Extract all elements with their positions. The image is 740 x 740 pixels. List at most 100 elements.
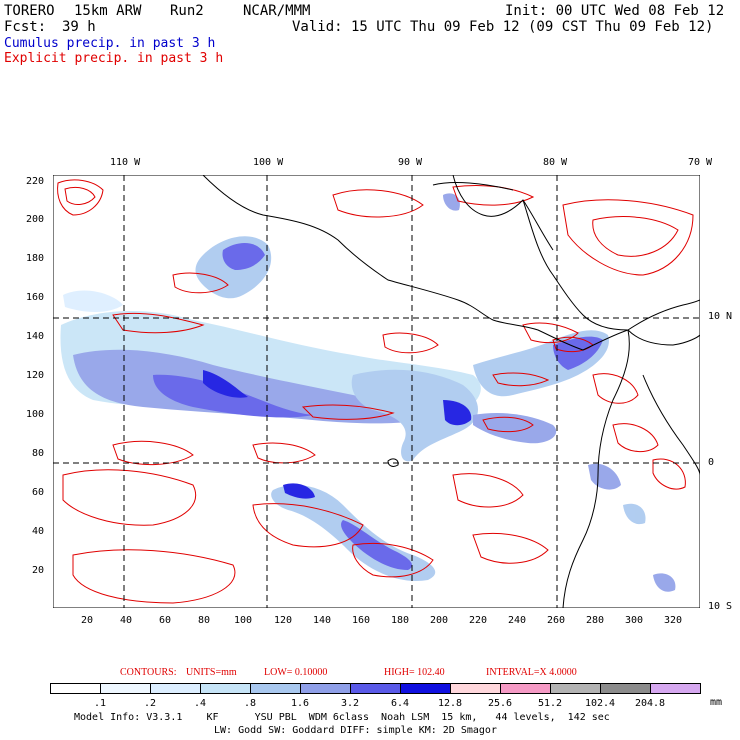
contour-band-2 [301,404,395,420]
precip-south-swirl-core [341,520,413,570]
contour-ne-inner [592,216,679,257]
colorbar-label: 102.4 [584,698,616,709]
colorbar-cell-5 [300,683,351,694]
cumulus-precip-shading [60,193,676,592]
valid-time: Valid: 15 UTC Thu 09 Feb 12 (09 CST Thu … [292,19,714,35]
colorbar-units: mm [710,697,723,708]
coastlines [202,175,700,608]
colorbar-label: 51.2 [537,698,563,709]
precip-band-mid-east [473,413,557,444]
y-tick-200: 200 [26,214,45,225]
x-tick-200: 200 [430,615,449,626]
colorbar-label: .2 [143,698,157,709]
precip-band-west-core [73,349,443,424]
x-tick-280: 280 [586,615,605,626]
contour-sa-2 [612,423,659,452]
x-tick-80: 80 [198,615,211,626]
y-tick-140: 140 [26,331,45,342]
contour-south-6 [472,532,549,564]
colorbar-cell-2 [150,683,201,694]
precip-center-core [443,400,472,426]
contours-low: LOW= 0.10000 [264,667,328,678]
lon-label-110w: 110 W [110,157,141,168]
contours-label: CONTOURS: [120,667,177,678]
x-tick-160: 160 [352,615,371,626]
x-tick-40: 40 [120,615,133,626]
model-info-line1: Model Info: V3.3.1 KF YSU PBL WDM 6class… [74,712,610,723]
lon-label-100w: 100 W [253,157,284,168]
y-tick-160: 160 [26,292,45,303]
colorbar-label: 12.8 [437,698,463,709]
colorbar-cell-12 [650,683,701,694]
colorbar-label: 25.6 [487,698,513,709]
explicit-precip-contours [57,179,694,604]
x-tick-120: 120 [274,615,293,626]
explicit-precip-label: Explicit precip. in past 3 h [4,51,224,66]
colorbar-cell-6 [350,683,401,694]
contour-mid-1 [172,272,229,294]
contour-mid-2 [382,332,439,354]
lat-label-0: 0 [708,457,715,468]
contour-ne [562,199,694,276]
y-tick-100: 100 [26,409,45,420]
coastline-caribbean-ca [522,199,629,331]
x-tick-260: 260 [547,615,566,626]
lat-label-10s: 10 S [708,601,733,612]
coastline-central-america [492,319,629,351]
colorbar-label: 3.2 [340,698,360,709]
colorbar-cell-4 [250,683,301,694]
cumulus-precip-label: Cumulus precip. in past 3 h [4,36,216,51]
precip-light-west [63,290,123,312]
colorbar-label: 204.8 [634,698,666,709]
contour-mid-4 [252,442,316,464]
colorbar-cell-3 [200,683,251,694]
x-tick-220: 220 [469,615,488,626]
colorbar-label: .4 [193,698,207,709]
contour-caribbean-1 [332,189,424,218]
y-tick-120: 120 [26,370,45,381]
model-name: TORERO [4,3,55,19]
contour-south-3 [252,503,364,548]
lon-label-70w: 70 W [688,157,713,168]
contour-central-am [522,322,579,344]
x-tick-60: 60 [159,615,172,626]
colorbar-label: .8 [243,698,257,709]
contour-sa-3 [652,458,686,490]
contours-interval: INTERVAL=X 4.0000 [486,667,577,678]
colorbar-cell-9 [500,683,551,694]
precip-sa-patch-1 [588,463,621,490]
contour-caribbean-2 [452,185,535,206]
x-tick-180: 180 [391,615,410,626]
model-info-line2: LW: Godd SW: Goddard DIFF: simple KM: 2D… [214,725,497,736]
x-tick-100: 100 [234,615,253,626]
precip-core-2 [203,370,248,398]
colorbar-cell-7 [400,683,451,694]
x-tick-20: 20 [81,615,94,626]
y-tick-60: 60 [32,487,45,498]
colorbar-label: .1 [93,698,107,709]
coastline-south-america-west [562,329,630,608]
precip-north-arm-core [222,243,265,270]
forecast-label: Fcst: [4,19,47,35]
precip-north-small [443,193,460,211]
model-resolution: 15km ARW [74,3,142,19]
precip-sa-patch-3 [653,573,676,592]
contour-south-1 [62,469,196,526]
contours-units: UNITS=mm [186,667,237,678]
coastline-mexico [202,175,494,321]
contour-band-4 [492,372,550,387]
x-tick-140: 140 [313,615,332,626]
x-tick-240: 240 [508,615,527,626]
precip-south-swirl-inner [283,483,315,499]
coastline-yucatan [452,175,554,251]
contour-nw-inner [64,186,96,205]
contour-south-5 [452,473,524,508]
coastline-south-america-north [627,299,700,331]
precip-sa-patch-2 [623,503,646,525]
precipitation-map [53,175,700,608]
contour-band-3 [482,416,534,433]
y-tick-80: 80 [32,448,45,459]
colorbar-cell-11 [600,683,651,694]
y-tick-20: 20 [32,565,45,576]
y-tick-40: 40 [32,526,45,537]
